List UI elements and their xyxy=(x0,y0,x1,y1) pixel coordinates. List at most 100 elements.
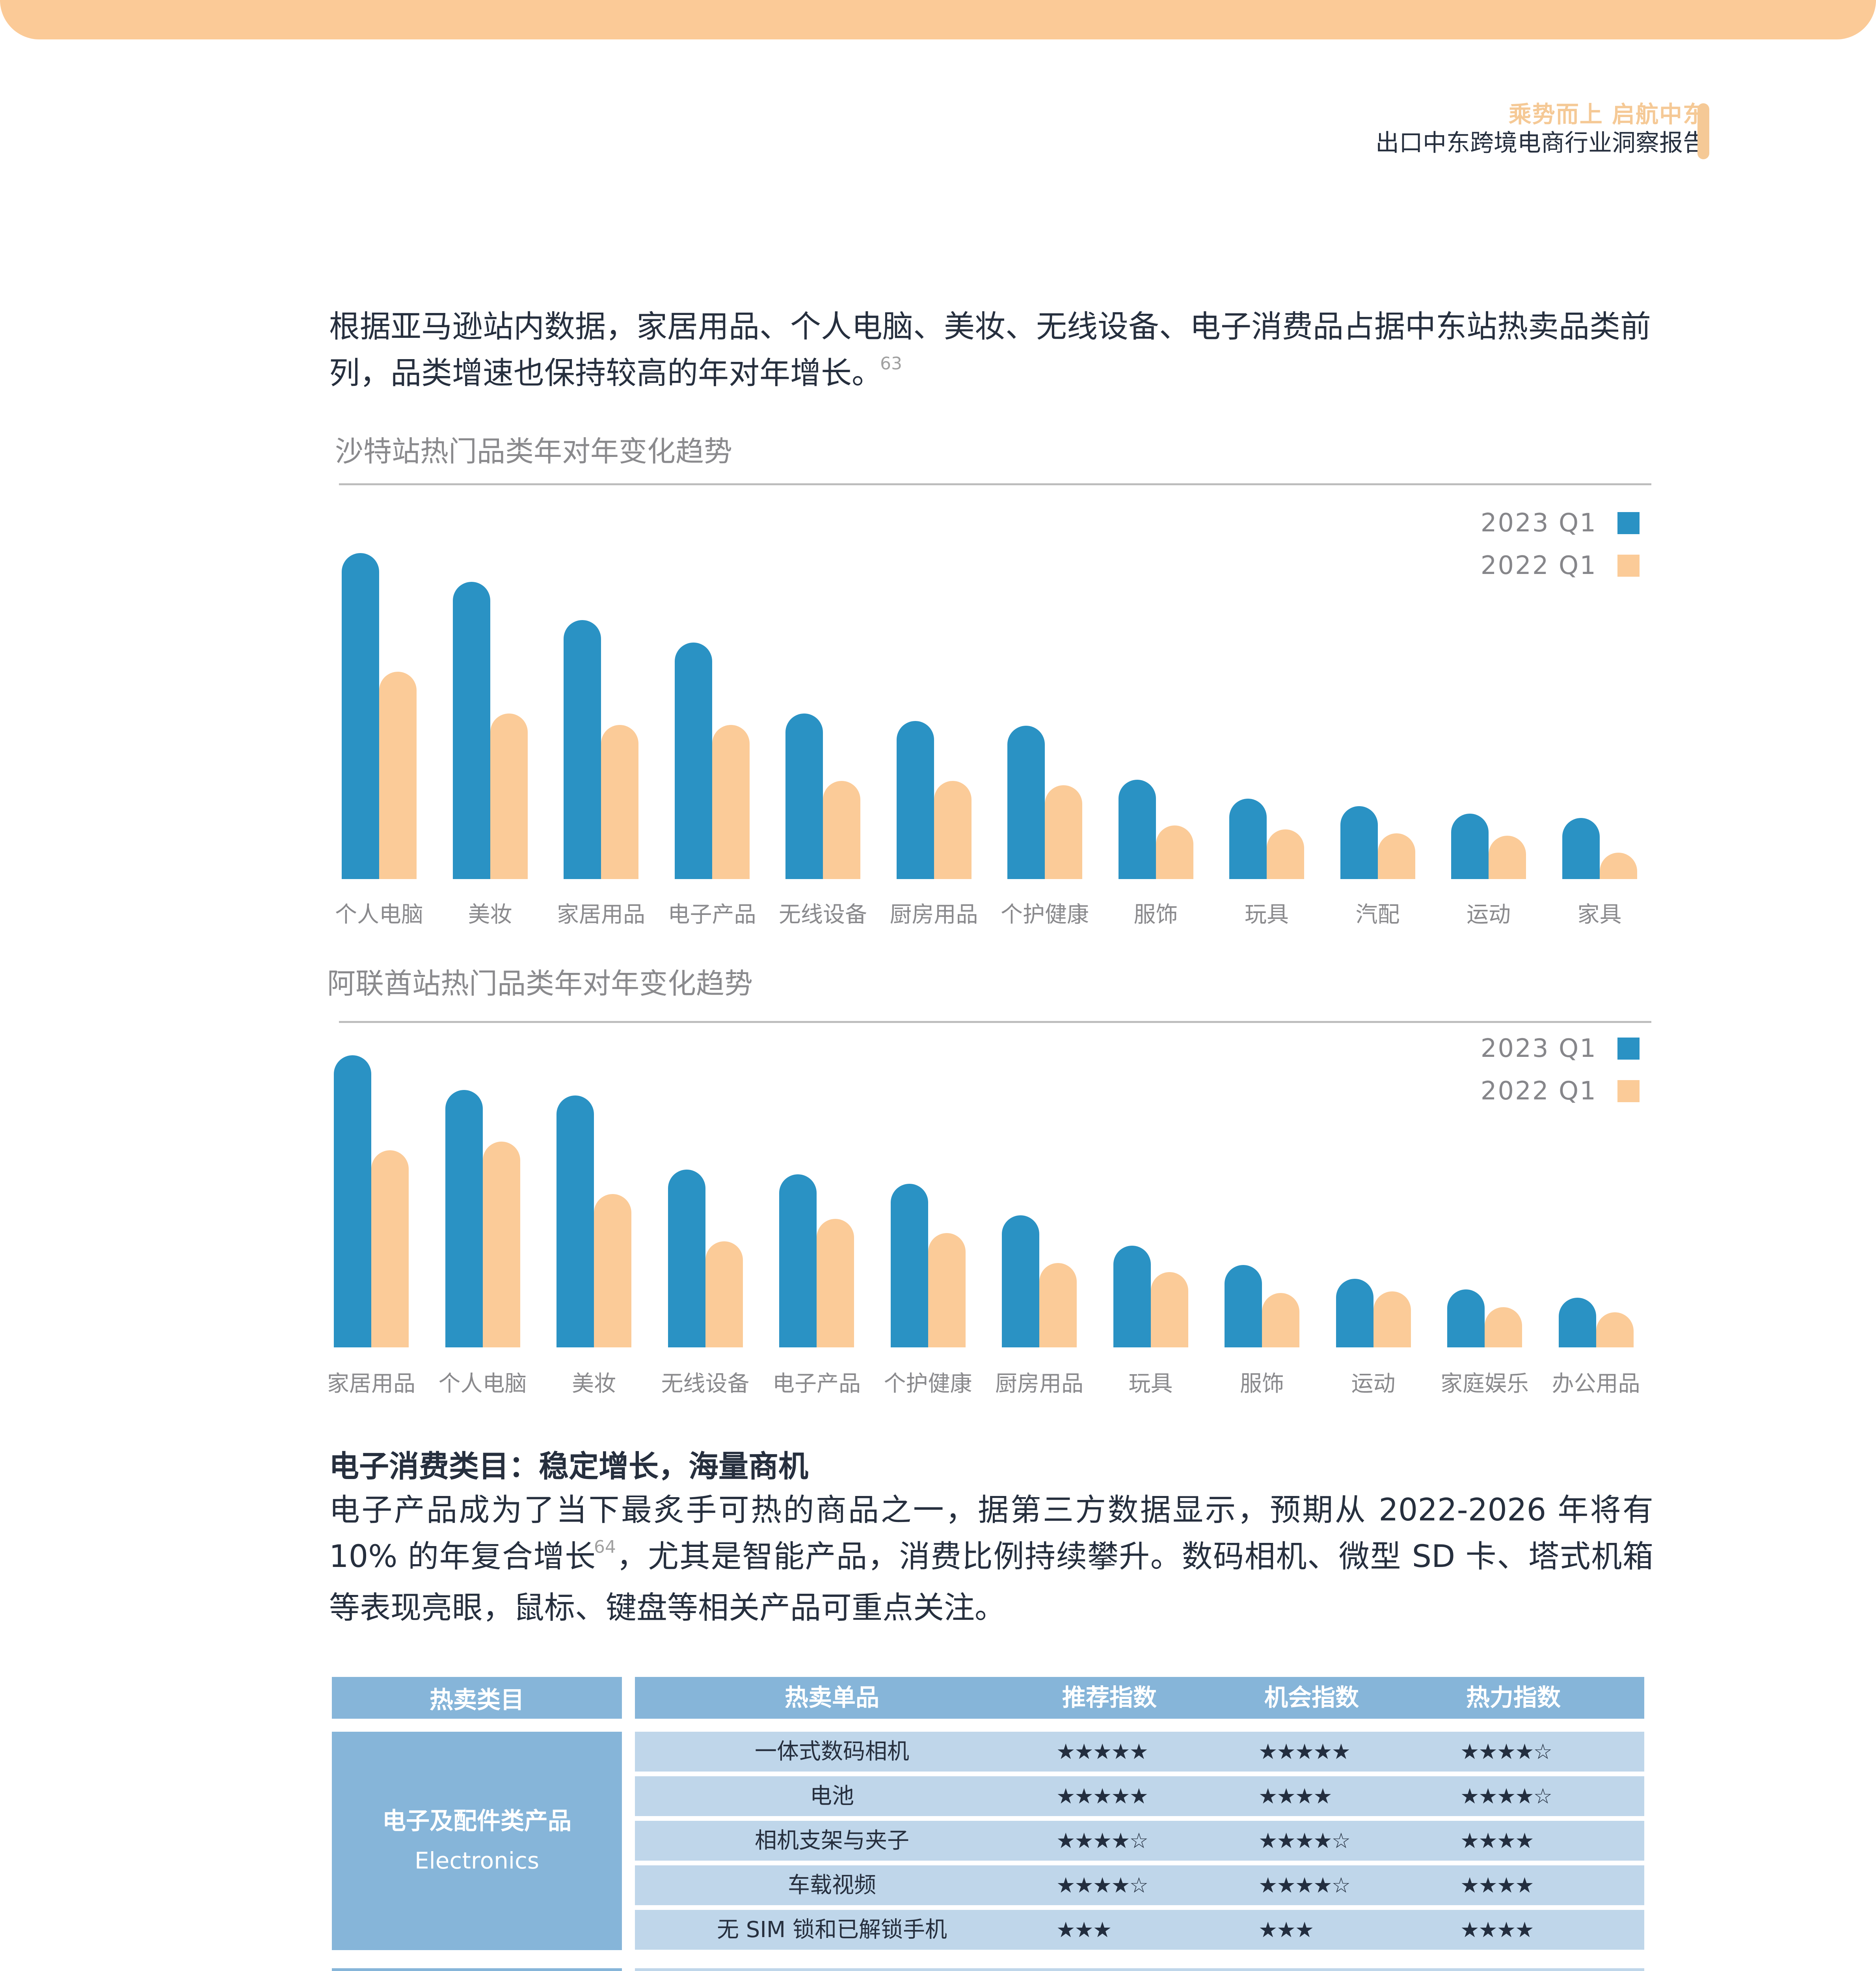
bar-2023-q1[interactable] xyxy=(1340,806,1378,879)
bar-2022-q1[interactable] xyxy=(928,1233,966,1347)
bar-2023-q1[interactable] xyxy=(1562,818,1600,879)
bar-2023-q1[interactable] xyxy=(1336,1279,1374,1347)
header-opportunity-index: 机会指数 xyxy=(1264,1684,1359,1712)
bar-2023-q1[interactable] xyxy=(896,721,934,879)
section-text-part1: 电子产品成为了当下最炙手可热的商品之一，据第三方数据显示，预期从 2022-20… xyxy=(329,1492,1653,1574)
category-name-en: Electronics xyxy=(414,1847,540,1874)
report-title: 出口中东跨境电商行业洞察报告 xyxy=(1375,129,1707,157)
bar-2023-q1[interactable] xyxy=(556,1095,594,1347)
opportunity-stars: ★★★★★ xyxy=(1258,1739,1351,1764)
legend-swatch-orange xyxy=(1617,1080,1640,1102)
recommend-stars: ★★★★☆ xyxy=(1056,1873,1148,1898)
bar-2022-q1[interactable] xyxy=(705,1241,743,1347)
bar-2023-q1[interactable] xyxy=(779,1174,817,1347)
bar-2023-q1[interactable] xyxy=(1007,726,1045,879)
bar-2023-q1[interactable] xyxy=(1002,1215,1039,1347)
footnote-ref-64[interactable]: 64 xyxy=(594,1537,616,1557)
bar-2023-q1[interactable] xyxy=(342,553,379,879)
bar-group xyxy=(342,544,417,879)
bar-2022-q1[interactable] xyxy=(1267,829,1304,879)
bar-2022-q1[interactable] xyxy=(817,1219,854,1347)
x-axis-label: 个护健康 xyxy=(884,1371,972,1397)
bar-2023-q1[interactable] xyxy=(890,1184,928,1347)
heat-stars: ★★★★☆ xyxy=(1460,1968,1649,1971)
recommend-stars: ★★★★★ xyxy=(1056,1739,1148,1764)
header-heat-index: 热力指数 xyxy=(1466,1684,1561,1712)
x-axis-label: 无线设备 xyxy=(779,902,867,928)
bar-group xyxy=(556,1032,631,1347)
bar-2022-q1[interactable] xyxy=(1596,1312,1634,1347)
heat-stars: ★★★★☆ xyxy=(1460,1784,1552,1809)
bar-group xyxy=(1340,544,1415,879)
recommend-stars: ★★★★★ xyxy=(1056,1784,1148,1809)
bar-2023-q1[interactable] xyxy=(452,582,490,879)
bar-2023-q1[interactable] xyxy=(1558,1298,1596,1347)
bar-2023-q1[interactable] xyxy=(1113,1246,1151,1347)
bar-2023-q1[interactable] xyxy=(785,714,823,879)
heat-stars: ★★★★☆ xyxy=(1460,1739,1552,1764)
bar-2023-q1[interactable] xyxy=(1225,1265,1262,1347)
section-heading: 电子消费类目：稳定增长，海量商机 xyxy=(329,1449,808,1484)
bar-2022-q1[interactable] xyxy=(594,1194,631,1347)
bar-2022-q1[interactable] xyxy=(1373,1291,1411,1347)
plot-area xyxy=(327,1032,1651,1347)
bar-2023-q1[interactable] xyxy=(668,1170,705,1347)
bar-2023-q1[interactable] xyxy=(1118,780,1156,879)
bar-group xyxy=(1336,1032,1411,1347)
chart-title: 阿联酋站热门品类年对年变化趋势 xyxy=(327,967,753,1000)
legend-swatch-orange xyxy=(1617,555,1640,577)
legend-item-2022: 2022 Q1 xyxy=(1481,1070,1640,1112)
x-axis-label: 服饰 xyxy=(1133,902,1178,928)
x-axis-label: 家居用品 xyxy=(557,902,645,928)
x-axis-label: 电子产品 xyxy=(668,902,756,928)
bar-2022-q1[interactable] xyxy=(379,672,417,879)
footnote-ref-63[interactable]: 63 xyxy=(880,354,903,374)
bar-2022-q1[interactable] xyxy=(1262,1293,1299,1347)
bar-2023-q1[interactable] xyxy=(674,643,712,879)
chart-divider xyxy=(339,1021,1651,1023)
bar-2022-q1[interactable] xyxy=(1599,853,1637,879)
bar-2023-q1[interactable] xyxy=(1447,1289,1485,1347)
bar-group xyxy=(896,544,972,879)
bar-2022-q1[interactable] xyxy=(823,781,860,879)
bar-2022-q1[interactable] xyxy=(1485,1307,1522,1347)
table-row: 电池 ★★★★★ ★★★★ ★★★★☆ xyxy=(635,1776,1644,1816)
x-axis-label: 家居用品 xyxy=(327,1371,415,1397)
table-row: 无 SIM 锁和已解锁手机 ★★★ ★★★ ★★★★ xyxy=(635,1910,1644,1950)
bar-2022-q1[interactable] xyxy=(1489,836,1526,879)
legend-item-2023: 2023 Q1 xyxy=(1481,1027,1640,1070)
bar-2022-q1[interactable] xyxy=(1045,785,1082,879)
bar-group xyxy=(1447,1032,1522,1347)
legend-label: 2023 Q1 xyxy=(1480,1034,1597,1063)
bar-2022-q1[interactable] xyxy=(490,714,528,879)
bar-2022-q1[interactable] xyxy=(601,725,638,879)
item-name: 一体式数码相机 xyxy=(755,1739,909,1764)
bar-2022-q1[interactable] xyxy=(1150,1272,1188,1347)
legend-item-2023: 2023 Q1 xyxy=(1481,502,1640,544)
header-item: 热卖单品 xyxy=(785,1684,879,1712)
x-axis-label: 美妆 xyxy=(572,1371,616,1397)
bar-2022-q1[interactable] xyxy=(712,725,750,879)
bar-group xyxy=(890,1032,966,1347)
bar-2023-q1[interactable] xyxy=(445,1090,483,1347)
bar-2023-q1[interactable] xyxy=(564,620,601,879)
intro-paragraph: 根据亚马逊站内数据，家居用品、个人电脑、美妆、无线设备、电子消费品占据中东站热卖… xyxy=(329,304,1653,401)
bar-2022-q1[interactable] xyxy=(934,781,972,879)
item-name: 车载视频 xyxy=(788,1872,876,1898)
bar-2022-q1[interactable] xyxy=(1156,825,1193,879)
bar-group xyxy=(564,544,638,879)
bar-2022-q1[interactable] xyxy=(1377,833,1415,879)
bar-2022-q1[interactable] xyxy=(482,1142,520,1347)
bar-2022-q1[interactable] xyxy=(371,1150,409,1347)
x-axis-label: 无线设备 xyxy=(661,1371,750,1397)
bar-2023-q1[interactable] xyxy=(1229,799,1267,879)
bar-2022-q1[interactable] xyxy=(1039,1263,1077,1347)
bar-2023-q1[interactable] xyxy=(334,1055,371,1347)
bar-2023-q1[interactable] xyxy=(1451,814,1489,879)
bar-group xyxy=(1451,544,1526,879)
heat-stars: ★★★★ xyxy=(1460,1873,1534,1898)
item-name: 无 SIM 锁和已解锁手机 xyxy=(717,1917,947,1943)
bar-group xyxy=(1118,544,1193,879)
chart-legend: 2023 Q1 2022 Q1 xyxy=(1481,1027,1640,1112)
table-row: 相机支架与夹子 ★★★★☆ ★★★★☆ ★★★★ xyxy=(635,1821,1644,1861)
